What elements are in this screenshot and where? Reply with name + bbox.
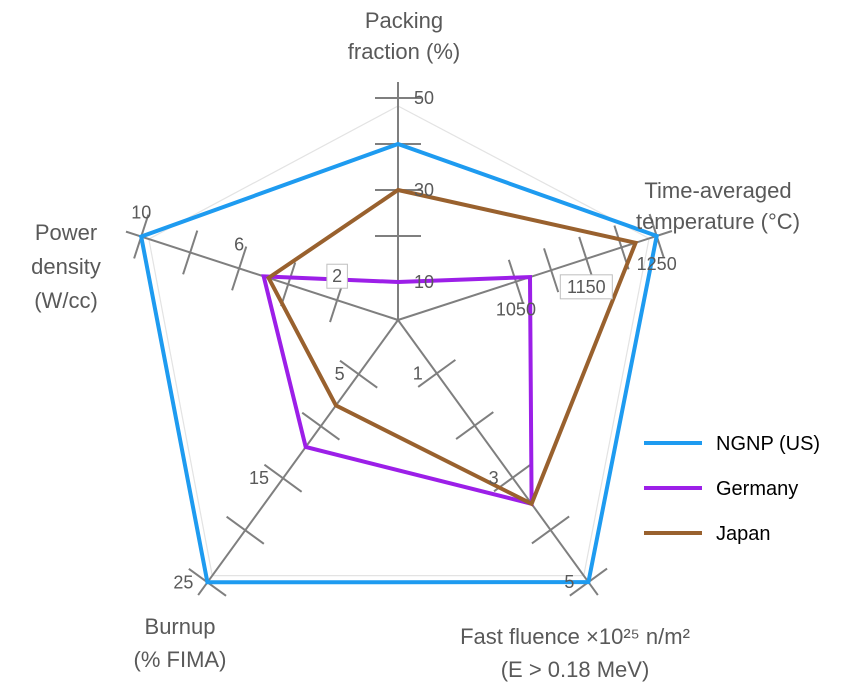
- tick-mark-power-density: [231, 246, 248, 291]
- tick-label-temperature: 1250: [637, 254, 677, 274]
- axis-title-power-density: (W/cc): [34, 288, 98, 313]
- series-line-germany: [261, 274, 534, 507]
- axis-line-temperature: [397, 230, 673, 321]
- axis-title-packing-fraction: Packing: [365, 8, 443, 33]
- axis-title-fast-fluence: Fast fluence ×10²⁵ n/m²: [460, 624, 690, 649]
- tick-mark-fast-fluence: [531, 515, 570, 545]
- legend-label: Japan: [716, 523, 771, 545]
- legend: NGNP (US) Germany Japan: [644, 433, 820, 545]
- axis-line-burnup: [197, 319, 399, 596]
- tick-mark-burnup: [226, 515, 265, 545]
- legend-label: NGNP (US): [716, 433, 820, 455]
- axis-title-temperature: Time-averaged: [644, 178, 791, 203]
- tick-label-burnup: 5: [335, 364, 345, 384]
- tick-label-fast-fluence: 1: [413, 363, 423, 383]
- tick-label-temperature: 1050: [496, 300, 536, 320]
- tick-mark-burnup: [339, 359, 378, 389]
- tick-label-packing-fraction: 10: [414, 272, 434, 292]
- tick-mark-burnup: [301, 411, 341, 441]
- series-line-ngnp-us: [138, 141, 659, 585]
- tick-label-power-density: 2: [332, 266, 342, 286]
- tick-mark-temperature: [507, 259, 524, 304]
- axis-title-fast-fluence: (E > 0.18 MeV): [501, 657, 650, 682]
- tick-label-box: [559, 274, 613, 300]
- tick-label-power-density: 6: [234, 234, 244, 254]
- tick-label-burnup: 15: [249, 468, 269, 488]
- tick-label-fast-fluence: 3: [489, 468, 499, 488]
- axis-line-fast-fluence: [397, 319, 599, 596]
- tick-mark-fast-fluence: [417, 359, 456, 388]
- series-line-japan: [265, 187, 639, 507]
- tick-label-packing-fraction: 30: [414, 180, 434, 200]
- series-layer: [138, 141, 659, 585]
- axis-title-burnup: Burnup: [145, 614, 216, 639]
- labels-layer: 10 30 50 Packing fraction (%) 1050 1150 1250 Tim…: [31, 8, 800, 682]
- axis-title-power-density: density: [31, 254, 101, 279]
- tick-mark-temperature: [543, 248, 560, 293]
- tick-mark-power-density: [182, 230, 199, 275]
- tick-mark-fast-fluence: [455, 411, 494, 440]
- axis-title-temperature: temperature (°C): [636, 209, 800, 234]
- tick-label-packing-fraction: 50: [414, 88, 434, 108]
- tick-label-fast-fluence: 5: [564, 572, 574, 592]
- tick-mark-power-density: [280, 262, 297, 307]
- tick-mark-temperature: [578, 236, 595, 281]
- tick-mark-burnup: [263, 463, 303, 493]
- tick-label-box: [326, 263, 348, 289]
- axis-title-packing-fraction: fraction (%): [348, 39, 460, 64]
- tick-label-burnup: 25: [173, 572, 193, 592]
- axis-title-power-density: Power: [35, 220, 97, 245]
- legend-label: Germany: [716, 478, 798, 500]
- tick-label-temperature: 1150: [567, 277, 606, 297]
- axis-title-burnup: (% FIMA): [134, 647, 227, 672]
- tick-label-power-density: 10: [131, 203, 151, 223]
- axes-layer: [125, 82, 673, 597]
